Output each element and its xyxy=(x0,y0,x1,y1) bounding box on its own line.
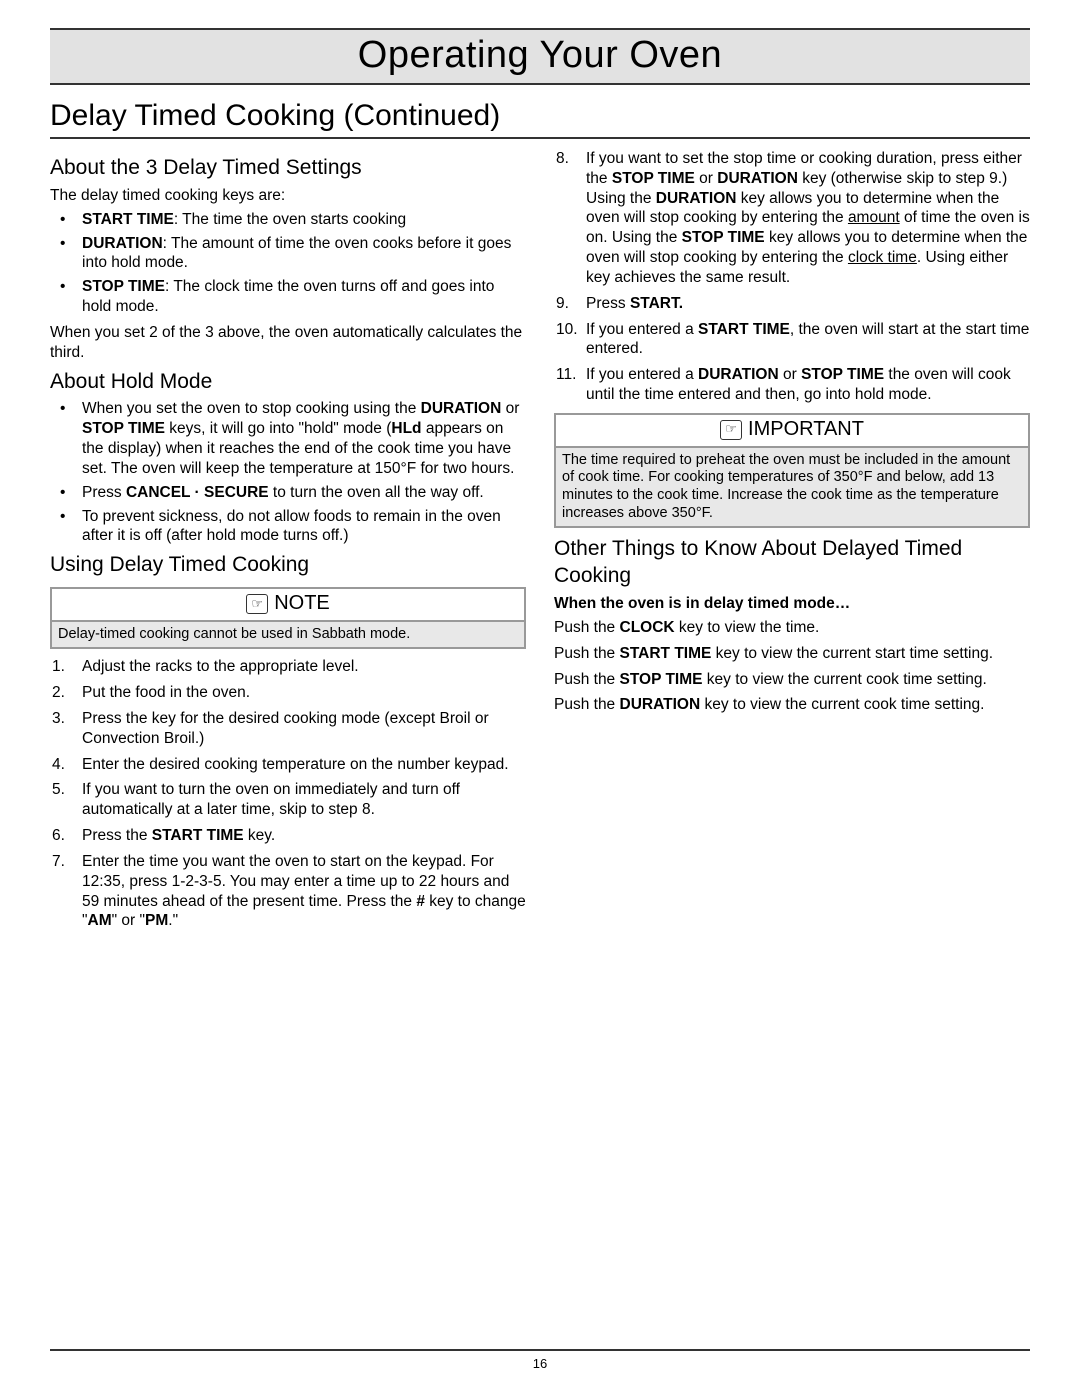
other-p3: Push the STOP TIME key to view the curre… xyxy=(554,670,1030,690)
important-body: The time required to preheat the oven mu… xyxy=(556,448,1028,527)
heading-about-3-settings: About the 3 Delay Timed Settings xyxy=(50,155,526,182)
footer-rule xyxy=(50,1349,1030,1351)
two-column-layout: About the 3 Delay Timed Settings The del… xyxy=(50,149,1030,937)
step-item: 7.Enter the time you want the oven to st… xyxy=(50,852,526,931)
note-title: NOTE xyxy=(274,591,330,617)
steps-left: 1.Adjust the racks to the appropriate le… xyxy=(50,657,526,931)
other-p2: Push the START TIME key to view the curr… xyxy=(554,644,1030,664)
steps-right: 8. If you want to set the stop time or c… xyxy=(554,149,1030,405)
list-item: •DURATION: The amount of time the oven c… xyxy=(50,234,526,274)
other-p4: Push the DURATION key to view the curren… xyxy=(554,695,1030,715)
section-title: Delay Timed Cooking (Continued) xyxy=(50,99,1030,139)
left-column: About the 3 Delay Timed Settings The del… xyxy=(50,149,526,937)
step-item: 4.Enter the desired cooking temperature … xyxy=(50,755,526,775)
page-title: Operating Your Oven xyxy=(50,34,1030,77)
heading-hold-mode: About Hold Mode xyxy=(50,369,526,396)
list-item: •To prevent sickness, do not allow foods… xyxy=(50,507,526,547)
step-item: 3.Press the key for the desired cooking … xyxy=(50,709,526,749)
right-column: 8. If you want to set the stop time or c… xyxy=(554,149,1030,937)
step-item: 11.If you entered a DURATION or STOP TIM… xyxy=(554,365,1030,405)
other-p1: Push the CLOCK key to view the time. xyxy=(554,618,1030,638)
important-title: IMPORTANT xyxy=(748,417,864,443)
step-item: 6.Press the START TIME key. xyxy=(50,826,526,846)
step-item: 5.If you want to turn the oven on immedi… xyxy=(50,780,526,820)
step-item: 8. If you want to set the stop time or c… xyxy=(554,149,1030,288)
note-callout: ☞ NOTE Delay-timed cooking cannot be use… xyxy=(50,587,526,649)
step-item: 9.Press START. xyxy=(554,294,1030,314)
note-icon: ☞ xyxy=(246,594,268,614)
important-icon: ☞ xyxy=(720,420,742,440)
note-header: ☞ NOTE xyxy=(52,589,524,622)
list-item: •START TIME: The time the oven starts co… xyxy=(50,210,526,230)
other-subhead: When the oven is in delay timed mode… xyxy=(554,594,1030,614)
list-item: • When you set the oven to stop cooking … xyxy=(50,399,526,478)
page-number: 16 xyxy=(0,1356,1080,1371)
important-callout: ☞ IMPORTANT The time required to preheat… xyxy=(554,413,1030,528)
heading-other-things: Other Things to Know About Delayed Timed… xyxy=(554,536,1030,590)
note-body: Delay-timed cooking cannot be used in Sa… xyxy=(52,622,524,648)
title-banner: Operating Your Oven xyxy=(50,28,1030,85)
settings-bullet-list: •START TIME: The time the oven starts co… xyxy=(50,210,526,317)
intro-3-settings: The delay timed cooking keys are: xyxy=(50,186,526,206)
step-item: 10.If you entered a START TIME, the oven… xyxy=(554,320,1030,360)
step-item: 1.Adjust the racks to the appropriate le… xyxy=(50,657,526,677)
heading-using-delay: Using Delay Timed Cooking xyxy=(50,552,526,579)
after-3-settings: When you set 2 of the 3 above, the oven … xyxy=(50,323,526,363)
hold-mode-bullets: • When you set the oven to stop cooking … xyxy=(50,399,526,546)
step-item: 2.Put the food in the oven. xyxy=(50,683,526,703)
important-header: ☞ IMPORTANT xyxy=(556,415,1028,448)
list-item: • Press CANCEL · SECURE to turn the oven… xyxy=(50,483,526,503)
list-item: •STOP TIME: The clock time the oven turn… xyxy=(50,277,526,317)
